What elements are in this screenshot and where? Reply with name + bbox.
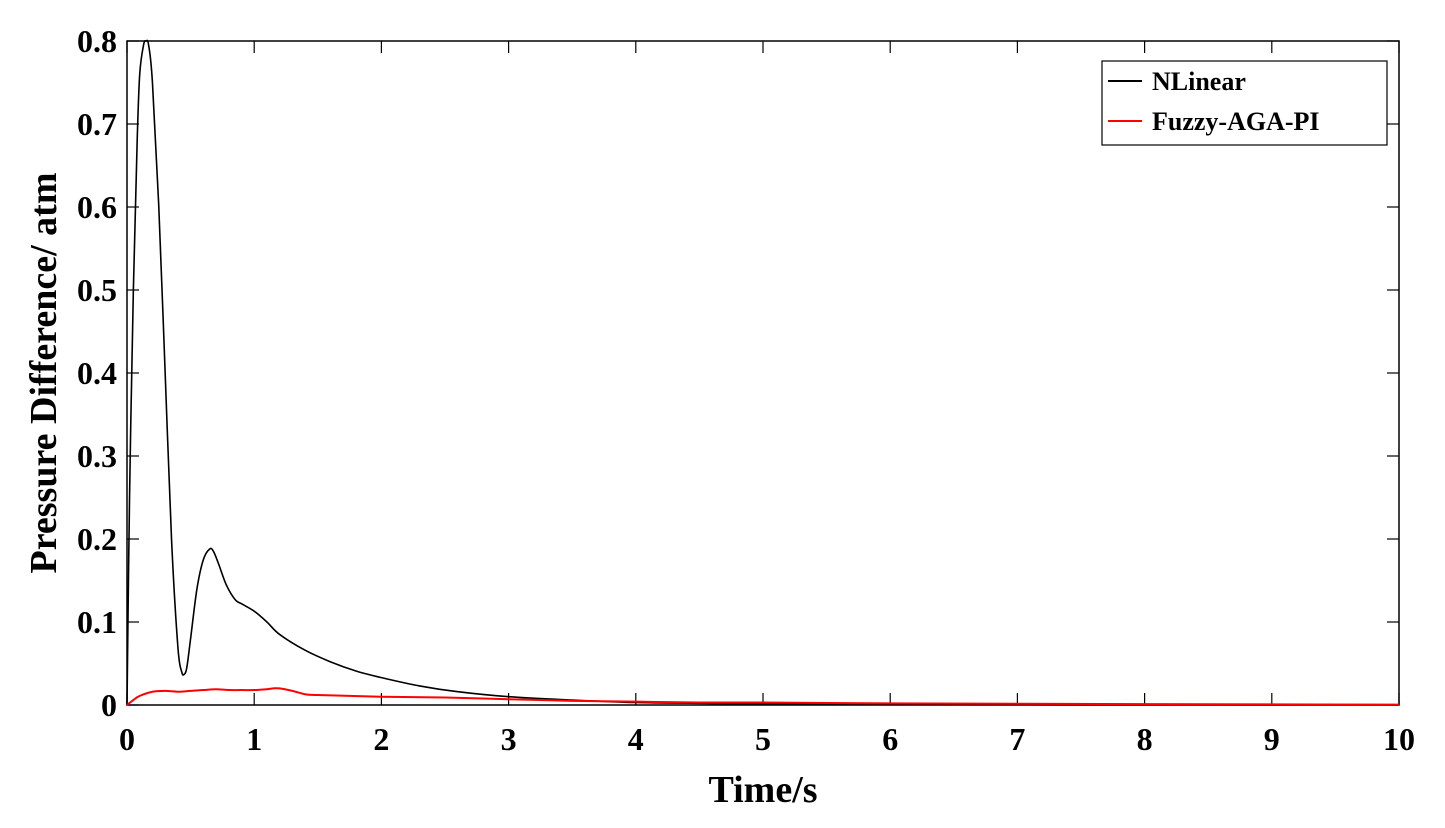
x-tick-label: 4	[628, 721, 644, 757]
y-tick-label: 0	[101, 687, 117, 723]
x-tick-label: 9	[1264, 721, 1280, 757]
x-tick-label: 8	[1137, 721, 1153, 757]
y-tick-label: 0.2	[77, 521, 117, 557]
x-tick-label: 6	[882, 721, 898, 757]
x-tick-label: 2	[373, 721, 389, 757]
x-tick-label: 3	[501, 721, 517, 757]
x-tick-label: 1	[246, 721, 262, 757]
y-axis-title: Pressure Difference/ atm	[23, 173, 65, 574]
x-tick-label: 10	[1383, 721, 1415, 757]
x-tick-label: 0	[119, 721, 135, 757]
y-tick-label: 0.4	[77, 355, 117, 391]
y-tick-label: 0.8	[77, 23, 117, 59]
legend-label-fuzzy-aga-pi: Fuzzy-AGA-PI	[1152, 107, 1320, 136]
series-line-fuzzy-aga-pi	[126, 687, 1400, 706]
y-tick-label: 0.7	[77, 106, 117, 142]
x-tick-label: 7	[1009, 721, 1025, 757]
legend-box	[1101, 60, 1388, 146]
y-tick-label: 0.5	[77, 272, 117, 308]
x-tick-label: 5	[755, 721, 771, 757]
tick-labels: 0 1 2 3 4 5 6 7 8 9 10 0 0.1 0.2 0.3 0.4 0.5 0.6 0.7 0.8	[77, 23, 1415, 757]
y-tick-label: 0.1	[77, 604, 117, 640]
legend: NLinear Fuzzy-AGA-PI	[1101, 60, 1388, 146]
y-tick-label: 0.6	[77, 189, 117, 225]
legend-label-nlinear: NLinear	[1152, 67, 1246, 96]
y-tick-label: 0.3	[77, 438, 117, 474]
series-layer	[126, 39, 1400, 706]
x-axis-title: Time/s	[708, 769, 817, 811]
plot-area	[126, 40, 1400, 706]
